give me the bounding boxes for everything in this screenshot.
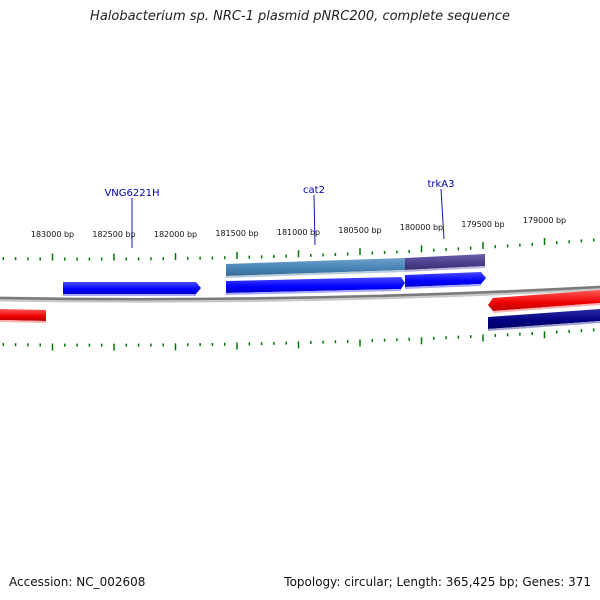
gene-trka3-shadow [405,284,481,289]
gene-trka3[interactable] [405,272,486,287]
gene-cat2-shadow [226,289,401,295]
gene-vng6221h[interactable] [63,282,201,294]
label-line-cat2 [313,194,316,246]
gene-label-trka3[interactable]: trkA3 [427,179,454,190]
cds-reverse-right-shadow [488,321,600,331]
tick-label: 182000 bp [154,230,197,239]
gene-labels: VNG6221H cat2 trkA3 [104,179,455,248]
backbone [0,285,600,301]
tick-label: 179500 bp [461,220,504,229]
cds-trka3[interactable] [405,254,485,270]
gene-label-cat2[interactable]: cat2 [303,185,325,196]
label-line-trka3 [440,188,445,240]
map-summary-text: Topology: circular; Length: 365,425 bp; … [284,575,591,589]
cds-cat2-shadow [226,270,405,278]
gene-reverse-left-shadow [0,320,46,323]
gene-reverse-right[interactable] [488,290,600,311]
tick-label: 180500 bp [338,226,381,235]
gene-label-vng6221h[interactable]: VNG6221H [104,188,159,199]
tick-label: 180000 bp [400,223,443,232]
tick-label: 181500 bp [215,229,258,238]
tick-label: 182500 bp [92,230,135,239]
gene-vng6221h-shadow [63,294,196,296]
tick-label: 183000 bp [31,230,74,239]
map-title: Halobacterium sp. NRC-1 plasmid pNRC200,… [90,9,510,24]
cds-reverse-right[interactable] [488,309,600,329]
tick-row-bottom [2,328,595,351]
tick-label: 179000 bp [523,216,566,225]
gene-cat2[interactable] [226,277,405,293]
gene-features [0,254,600,331]
tick-row-top [2,238,595,261]
gene-reverse-left[interactable] [0,309,46,321]
gene-reverse-right-shadow [493,303,600,313]
cds-trka3-shadow [405,266,485,272]
tick-label: 181000 bp [277,228,320,237]
tick-labels: 183000 bp 182500 bp 182000 bp 181500 bp 1810… [31,216,566,239]
accession-text: Accession: NC_002608 [9,575,146,589]
